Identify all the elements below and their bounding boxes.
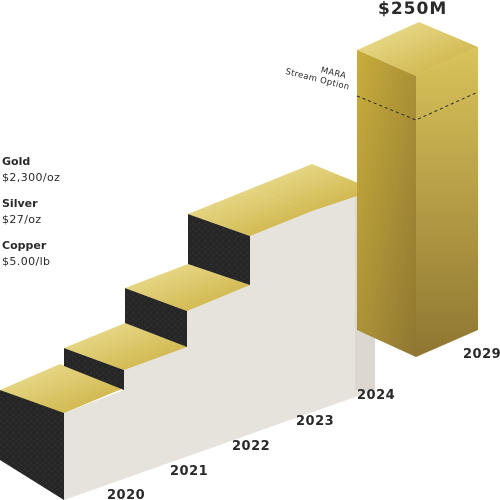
tick-label-2021: 2021: [170, 464, 208, 479]
stair-front-riser-2020: [0, 390, 64, 500]
stair-riser-2021: [64, 348, 124, 390]
metal-name: Gold: [2, 155, 31, 168]
bar-2029-top: [357, 22, 478, 76]
assumption-silver: Silver $27/oz: [2, 196, 42, 228]
bar-2029-left-face: [357, 50, 416, 357]
stair-step-2024: [250, 164, 375, 211]
stair-step-2021: [64, 323, 187, 370]
tick-label-2023: 2023: [296, 414, 334, 429]
tick-label-2029: 2029: [463, 347, 500, 362]
metal-price: $27/oz: [2, 213, 42, 226]
stair-riser-2023: [188, 214, 250, 285]
tick-label-2022: 2022: [232, 439, 270, 454]
tick-label-2024: 2024: [357, 388, 395, 403]
stair-step-2022: [125, 264, 250, 311]
stream-option-divider: [356, 91, 479, 121]
stair-step-2023: [188, 189, 312, 236]
metal-name: Silver: [2, 197, 38, 210]
chart-marks: [0, 22, 479, 500]
stream-option-annotation: MARA Stream Option: [284, 66, 350, 93]
tall-bar-value-label: $250M: [378, 0, 447, 19]
metal-name: Copper: [2, 239, 47, 252]
metal-price: $5.00/lb: [2, 255, 51, 268]
metal-price: $2,300/oz: [2, 171, 61, 184]
assumption-gold: Gold $2,300/oz: [2, 154, 60, 186]
assumption-copper: Copper $5.00/lb: [2, 238, 50, 270]
stair-stone-front: [0, 190, 375, 500]
bar-2029-front-face: [416, 47, 478, 357]
tick-label-2020: 2020: [107, 488, 145, 500]
stair-riser-2022: [125, 288, 187, 347]
stair-step-2020: [0, 364, 124, 413]
